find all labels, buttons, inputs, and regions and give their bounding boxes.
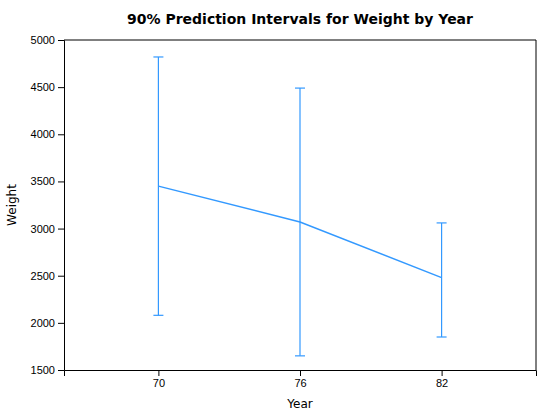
error-bar [153,57,163,315]
tick-label: 2500 [31,270,55,282]
chart: 70 76 82 1500 2000 2500 3000 3500 4000 4500 5000 90… [0,0,560,420]
error-bar [437,223,447,337]
tick: 2000 [31,317,64,329]
tick: 2500 [31,270,64,282]
tick-mark [442,370,443,376]
error-bar-cap [437,336,447,337]
error-bar-cap [153,315,163,316]
axis-line [58,41,65,371]
tick-label: 2000 [31,317,55,329]
tick-label: 4500 [31,81,55,93]
x-axis-title: Year [286,397,312,411]
tick-label: 1500 [31,364,55,376]
frame [64,40,536,41]
tick: 4500 [31,81,64,93]
tick-mark [300,370,301,376]
frame [536,40,537,370]
tick-mark [58,87,64,88]
tick-label: 76 [294,377,306,389]
tick-label: 70 [153,377,165,389]
tick: 4000 [31,128,64,140]
tick-mark [58,323,64,324]
tick-mark [58,181,64,182]
error-bar-cap [153,56,163,57]
tick-label: 5000 [31,34,55,46]
tick-mark [58,229,64,230]
tick: 3500 [31,175,64,187]
title: 90% Prediction Intervals for Weight by Y… [127,11,473,27]
tick: 70 [153,370,165,389]
tick: 5000 [31,34,64,46]
y-axis-title: Weight [5,184,19,226]
error-bar [295,88,305,356]
y-axis: 1500 2000 2500 3000 3500 4000 4500 5000 [31,34,65,376]
x-axis: 70 76 82 [65,370,537,389]
error-bar-cap [295,87,305,88]
error-bar-stem [299,88,300,356]
tick: 82 [436,370,448,389]
axis-line [65,371,537,377]
error-bar-cap [295,355,305,356]
tick-mark [58,370,64,371]
tick-label: 4000 [31,128,55,140]
error-bar-cap [437,222,447,223]
tick-label: 3500 [31,175,55,187]
marks [153,57,446,356]
tick-mark [58,134,64,135]
tick: 1500 [31,364,64,376]
tick-label: 3000 [31,223,55,235]
error-bar-stem [441,223,442,337]
tick-mark [158,370,159,376]
tick-mark [58,40,64,41]
tick-mark [58,276,64,277]
tick: 76 [294,370,306,389]
error-bar-stem [158,57,159,315]
tick: 3000 [31,223,64,235]
plot: 70 76 82 1500 2000 2500 3000 3500 4000 4500 5000 [31,34,537,389]
tick-label: 82 [436,377,448,389]
